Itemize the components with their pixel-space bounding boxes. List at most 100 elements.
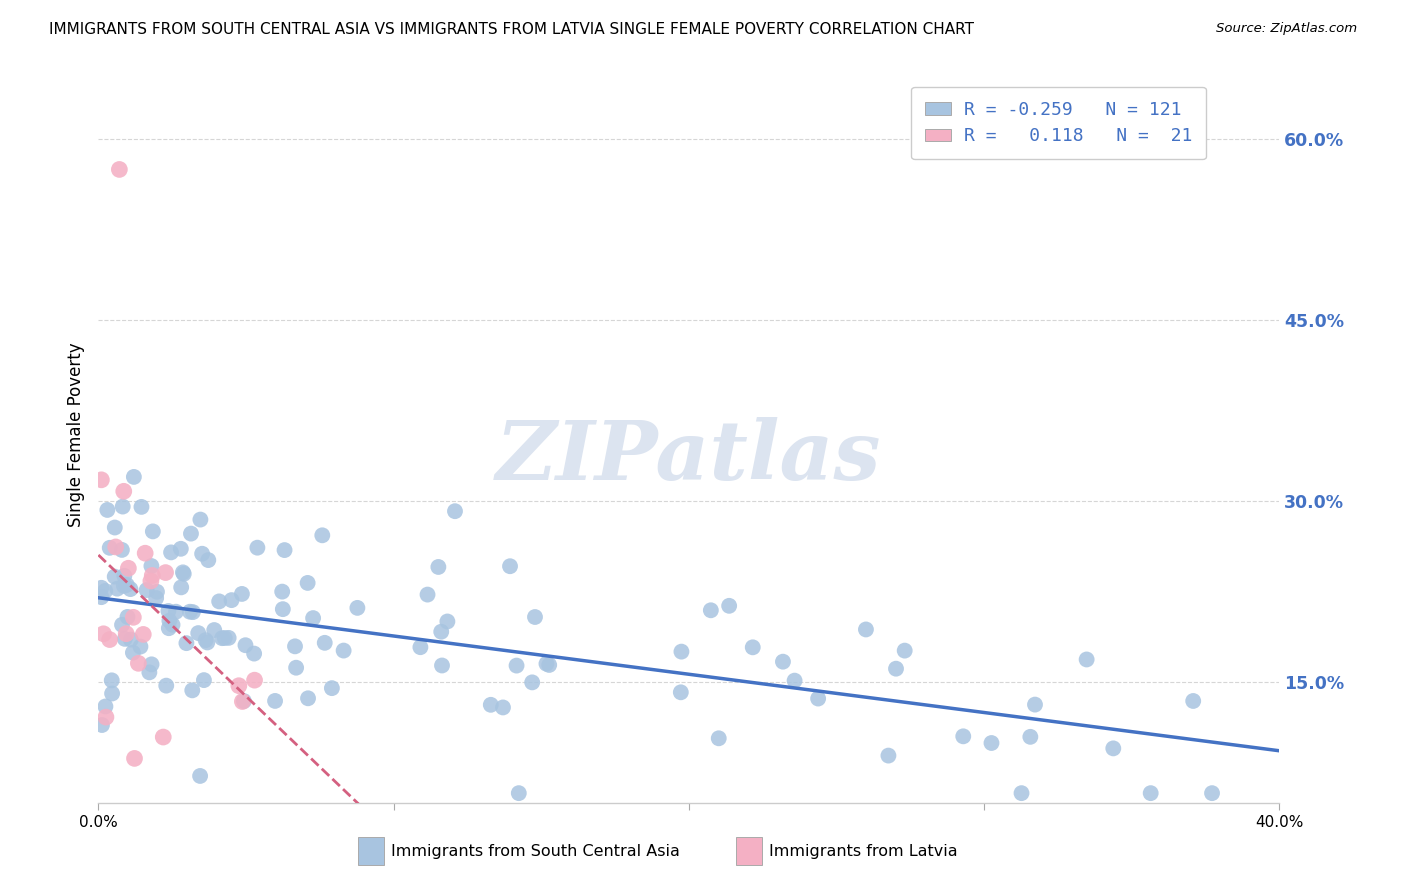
Point [243, 647, 266, 661]
Point [111, 500, 134, 514]
Point [285, 661, 308, 675]
Point [346, 600, 368, 615]
Point [1024, 698, 1046, 712]
Point [112, 579, 135, 593]
Point [314, 636, 336, 650]
Point [162, 617, 184, 632]
Point [1201, 786, 1223, 800]
Point [297, 691, 319, 706]
Point [120, 632, 142, 647]
Point [157, 604, 180, 618]
Point [94, 710, 117, 724]
Point [228, 679, 250, 693]
Point [430, 658, 453, 673]
Point [235, 638, 257, 652]
Point [700, 603, 723, 617]
Point [444, 504, 467, 518]
Point [231, 587, 253, 601]
Point [524, 610, 547, 624]
Point [208, 594, 231, 608]
Point [741, 640, 763, 655]
Point [111, 542, 134, 557]
Point [176, 636, 198, 650]
Point [124, 751, 146, 765]
Point [264, 694, 287, 708]
Point [505, 658, 527, 673]
Point [115, 626, 138, 640]
Point [98, 541, 121, 555]
Point [155, 566, 177, 580]
Point [172, 566, 194, 580]
Point [170, 541, 193, 556]
Text: IMMIGRANTS FROM SOUTH CENTRAL ASIA VS IMMIGRANTS FROM LATVIA SINGLE FEMALE POVER: IMMIGRANTS FROM SOUTH CENTRAL ASIA VS IM… [49, 22, 974, 37]
Point [104, 569, 127, 583]
Point [191, 547, 214, 561]
Point [104, 540, 127, 554]
Point [142, 524, 165, 539]
Point [120, 582, 142, 596]
Point [179, 605, 201, 619]
Point [430, 624, 453, 639]
Text: Immigrants from Latvia: Immigrants from Latvia [769, 844, 957, 859]
Point [117, 561, 139, 575]
Point [877, 748, 900, 763]
Point [492, 700, 515, 714]
Point [214, 631, 236, 645]
Point [231, 694, 253, 708]
Point [190, 512, 212, 526]
Point [1019, 730, 1042, 744]
Point [187, 626, 209, 640]
Text: Immigrants from South Central Asia: Immigrants from South Central Asia [391, 844, 681, 859]
Point [114, 632, 136, 646]
Point [211, 631, 233, 645]
Point [132, 627, 155, 641]
Point [522, 675, 544, 690]
Y-axis label: Single Female Poverty: Single Female Poverty [66, 343, 84, 527]
Bar [359, 838, 384, 865]
Point [1076, 652, 1098, 666]
Point [188, 769, 211, 783]
Point [855, 623, 877, 637]
Point [115, 578, 138, 592]
Point [117, 610, 139, 624]
Point [112, 484, 135, 499]
Point [141, 568, 163, 582]
Point [141, 559, 163, 574]
Point [170, 580, 193, 594]
Point [273, 543, 295, 558]
Point [165, 605, 187, 619]
Point [155, 679, 177, 693]
Point [707, 731, 730, 746]
Point [193, 673, 215, 687]
Point [436, 615, 458, 629]
Point [311, 528, 333, 542]
Point [139, 574, 162, 588]
Point [93, 627, 115, 641]
Point [1182, 694, 1205, 708]
Point [90, 473, 112, 487]
Point [980, 736, 1002, 750]
Point [479, 698, 502, 712]
Point [157, 614, 180, 628]
Point [718, 599, 741, 613]
Point [1102, 741, 1125, 756]
Point [138, 665, 160, 680]
Point [127, 657, 149, 671]
Point [218, 631, 240, 645]
Point [271, 602, 294, 616]
Point [105, 582, 128, 596]
Point [141, 657, 163, 672]
Text: Source: ZipAtlas.com: Source: ZipAtlas.com [1216, 22, 1357, 36]
Point [194, 633, 217, 648]
Point [246, 541, 269, 555]
Point [427, 560, 450, 574]
Point [94, 699, 117, 714]
Point [302, 611, 325, 625]
Point [197, 553, 219, 567]
Point [538, 657, 561, 672]
Point [134, 546, 156, 560]
Point [100, 673, 122, 688]
Point [1011, 786, 1033, 800]
Point [157, 621, 180, 635]
Bar [737, 838, 762, 865]
